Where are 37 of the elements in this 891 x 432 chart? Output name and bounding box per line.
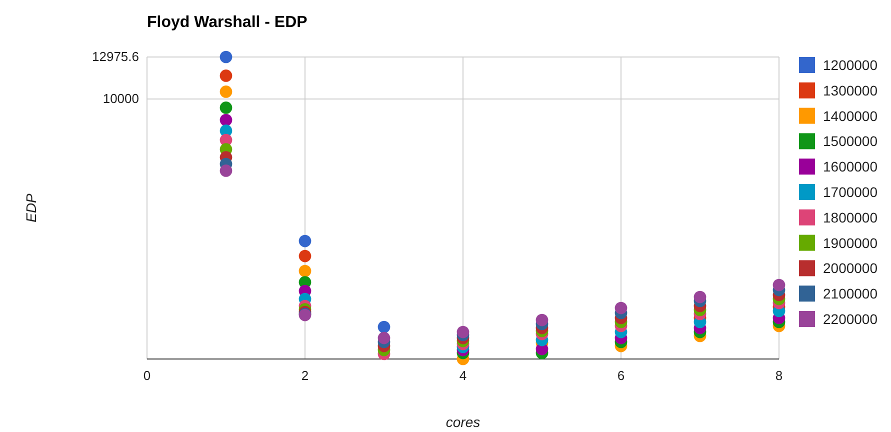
chart-title: Floyd Warshall - EDP [147, 14, 308, 31]
x-tick-label: 4 [459, 368, 467, 384]
point [694, 290, 706, 304]
legend-label: 2200000 [823, 311, 878, 327]
point [220, 164, 232, 177]
point [298, 264, 312, 278]
point [220, 102, 232, 114]
point [378, 320, 390, 334]
legend-label: 1800000 [823, 209, 878, 226]
point [378, 332, 390, 344]
legend-label: 2000000 [823, 260, 878, 276]
point [220, 86, 232, 98]
x-axis-title: cores [446, 414, 480, 430]
x-tick-label: 2 [301, 368, 309, 384]
point [298, 234, 312, 248]
x-tick-label: 6 [617, 368, 625, 384]
point [220, 50, 232, 64]
legend-label: 1400000 [823, 108, 878, 124]
y-axis-title: EDP [23, 192, 39, 222]
x-tick-label: 0 [143, 368, 151, 384]
point [536, 314, 548, 326]
y-tick-label: 10000 [102, 91, 139, 106]
legend-label: 2100000 [823, 286, 878, 302]
legend-label: 1700000 [823, 184, 878, 200]
legend-label: 1300000 [823, 82, 878, 98]
point [456, 326, 470, 338]
point [298, 250, 312, 262]
point [614, 302, 628, 314]
legend-label: 1500000 [823, 133, 878, 150]
legend-label: 1900000 [823, 234, 878, 251]
legend-label: 1600000 [823, 158, 878, 175]
point [772, 278, 786, 292]
x-tick-label: 8 [775, 368, 783, 384]
point [220, 70, 232, 82]
y-tick-label: 12975.6 [92, 49, 139, 64]
legend-label: 1200000 [823, 57, 878, 73]
point [220, 114, 232, 126]
